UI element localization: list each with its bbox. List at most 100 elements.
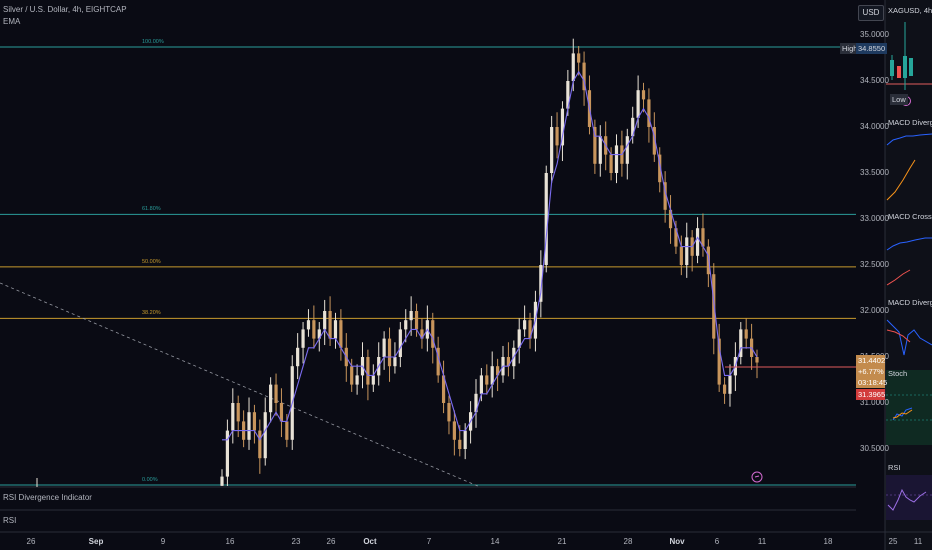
time-tick-label: 26 — [326, 537, 336, 546]
candle-body — [539, 265, 543, 302]
candle-body — [555, 127, 559, 146]
candle-body — [560, 108, 565, 146]
fib-retracement[interactable] — [0, 46, 856, 486]
candle-body — [755, 357, 759, 363]
candle-body — [339, 320, 343, 348]
macd-divergence-title-2[interactable]: MACD Divergence — [888, 298, 932, 307]
time-tick-label: 11 — [913, 537, 923, 546]
candle-body — [479, 375, 483, 394]
candle-body — [350, 366, 354, 385]
candle-body — [404, 320, 408, 330]
candle-body — [550, 127, 554, 173]
low-label: Low — [890, 94, 908, 105]
candle-body — [658, 154, 662, 183]
candle-body — [566, 81, 570, 109]
time-tick-label: 16 — [225, 537, 235, 546]
candle-body — [614, 145, 619, 173]
fib-level-label: 0.00% — [142, 477, 158, 483]
dashed-trendline[interactable] — [0, 282, 481, 488]
rsi-pane-title[interactable]: RSI — [3, 516, 17, 525]
ema-line[interactable] — [222, 70, 758, 441]
candle-body — [717, 338, 721, 385]
candle-countdown-tag: 03:18:45 — [856, 377, 888, 388]
candle-body — [641, 90, 646, 100]
stoch-widget[interactable] — [886, 370, 932, 445]
rsi-widget-title[interactable]: RSI — [888, 463, 901, 472]
candle-body — [312, 320, 316, 339]
candle-body — [447, 403, 451, 422]
candle-body — [701, 228, 705, 247]
candle-body — [663, 182, 667, 210]
candle-body — [598, 136, 602, 164]
candle-body — [739, 329, 743, 357]
price-tick-label: 34.5000 — [860, 76, 889, 85]
time-tick-label: 7 — [426, 537, 432, 546]
candle-body — [577, 53, 581, 63]
fib-level-label: 38.20% — [142, 310, 161, 317]
ema-legend[interactable]: EMA — [3, 17, 21, 26]
price-tick-label: 32.0000 — [860, 306, 889, 315]
macd-divergence-widget-2[interactable] — [886, 319, 932, 356]
alert-marker-icon[interactable] — [751, 471, 763, 483]
time-tick-label: 9 — [160, 537, 166, 546]
candle-body — [722, 384, 727, 394]
candle-body — [544, 173, 548, 265]
macd-divergence-title-1[interactable]: MACD Divergence — [888, 118, 932, 127]
candle-body — [695, 228, 700, 256]
macd-crossover-title[interactable]: MACD Crossover — [888, 212, 932, 221]
candle-body — [258, 430, 262, 459]
candle-body — [274, 384, 278, 403]
candle-body — [414, 311, 419, 330]
candle-body — [490, 366, 494, 385]
rsi-widget[interactable] — [886, 475, 932, 520]
time-tick-label: 14 — [490, 537, 500, 546]
candle-body — [247, 412, 251, 440]
candlestick-series[interactable] — [220, 38, 759, 486]
macd-crossover-widget[interactable] — [886, 237, 932, 286]
candle-body — [652, 127, 656, 155]
candle-body — [728, 375, 732, 394]
time-tick-label: 6 — [714, 537, 720, 546]
time-tick-label: Nov — [669, 537, 685, 546]
time-tick-label: 28 — [623, 537, 633, 546]
candle-body — [712, 274, 716, 339]
candle-body — [393, 357, 397, 367]
candle-body — [496, 366, 500, 376]
candle-body — [458, 439, 462, 449]
candle-body — [296, 347, 300, 367]
candle-body — [631, 117, 635, 137]
candle-body — [306, 320, 311, 330]
rsi-divergence-pane-title[interactable]: RSI Divergence Indicator — [3, 493, 92, 502]
candle-body — [668, 209, 673, 229]
candle-body — [355, 375, 359, 385]
current-price-tag: 31.4402 — [856, 355, 886, 366]
time-tick-label: 26 — [26, 537, 36, 546]
stoch-title[interactable]: Stoch — [888, 369, 908, 378]
price-tick-label: 31.0000 — [860, 398, 889, 407]
candle-body — [220, 476, 224, 486]
candle-body — [431, 320, 435, 348]
price-tick-label: 35.0000 — [860, 30, 889, 39]
candle-body — [593, 127, 597, 164]
high-label: High — [840, 43, 860, 54]
mini-symbol-title[interactable]: XAGUSD, 4h, EIG — [888, 6, 932, 15]
candle-body — [647, 99, 651, 127]
time-tick-label: 23 — [291, 537, 301, 546]
candle-body — [263, 412, 267, 459]
time-tick-label: 11 — [757, 537, 767, 546]
symbol-legend[interactable]: Silver / U.S. Dollar, 4h, EIGHTCAP — [3, 5, 127, 14]
time-tick-label: 25 — [888, 537, 898, 546]
candle-body — [706, 246, 710, 275]
currency-button[interactable]: USD — [858, 5, 884, 21]
macd-divergence-widget-1[interactable] — [886, 133, 932, 201]
candle-body — [371, 375, 375, 385]
candle-body — [463, 430, 467, 449]
bid-price-tag: 31.3965 — [856, 389, 886, 400]
candle-body — [571, 53, 575, 81]
candle-body — [685, 237, 689, 265]
candle-body — [269, 384, 273, 413]
candle-body — [279, 403, 284, 422]
alert-marker-glyph — [754, 475, 760, 478]
